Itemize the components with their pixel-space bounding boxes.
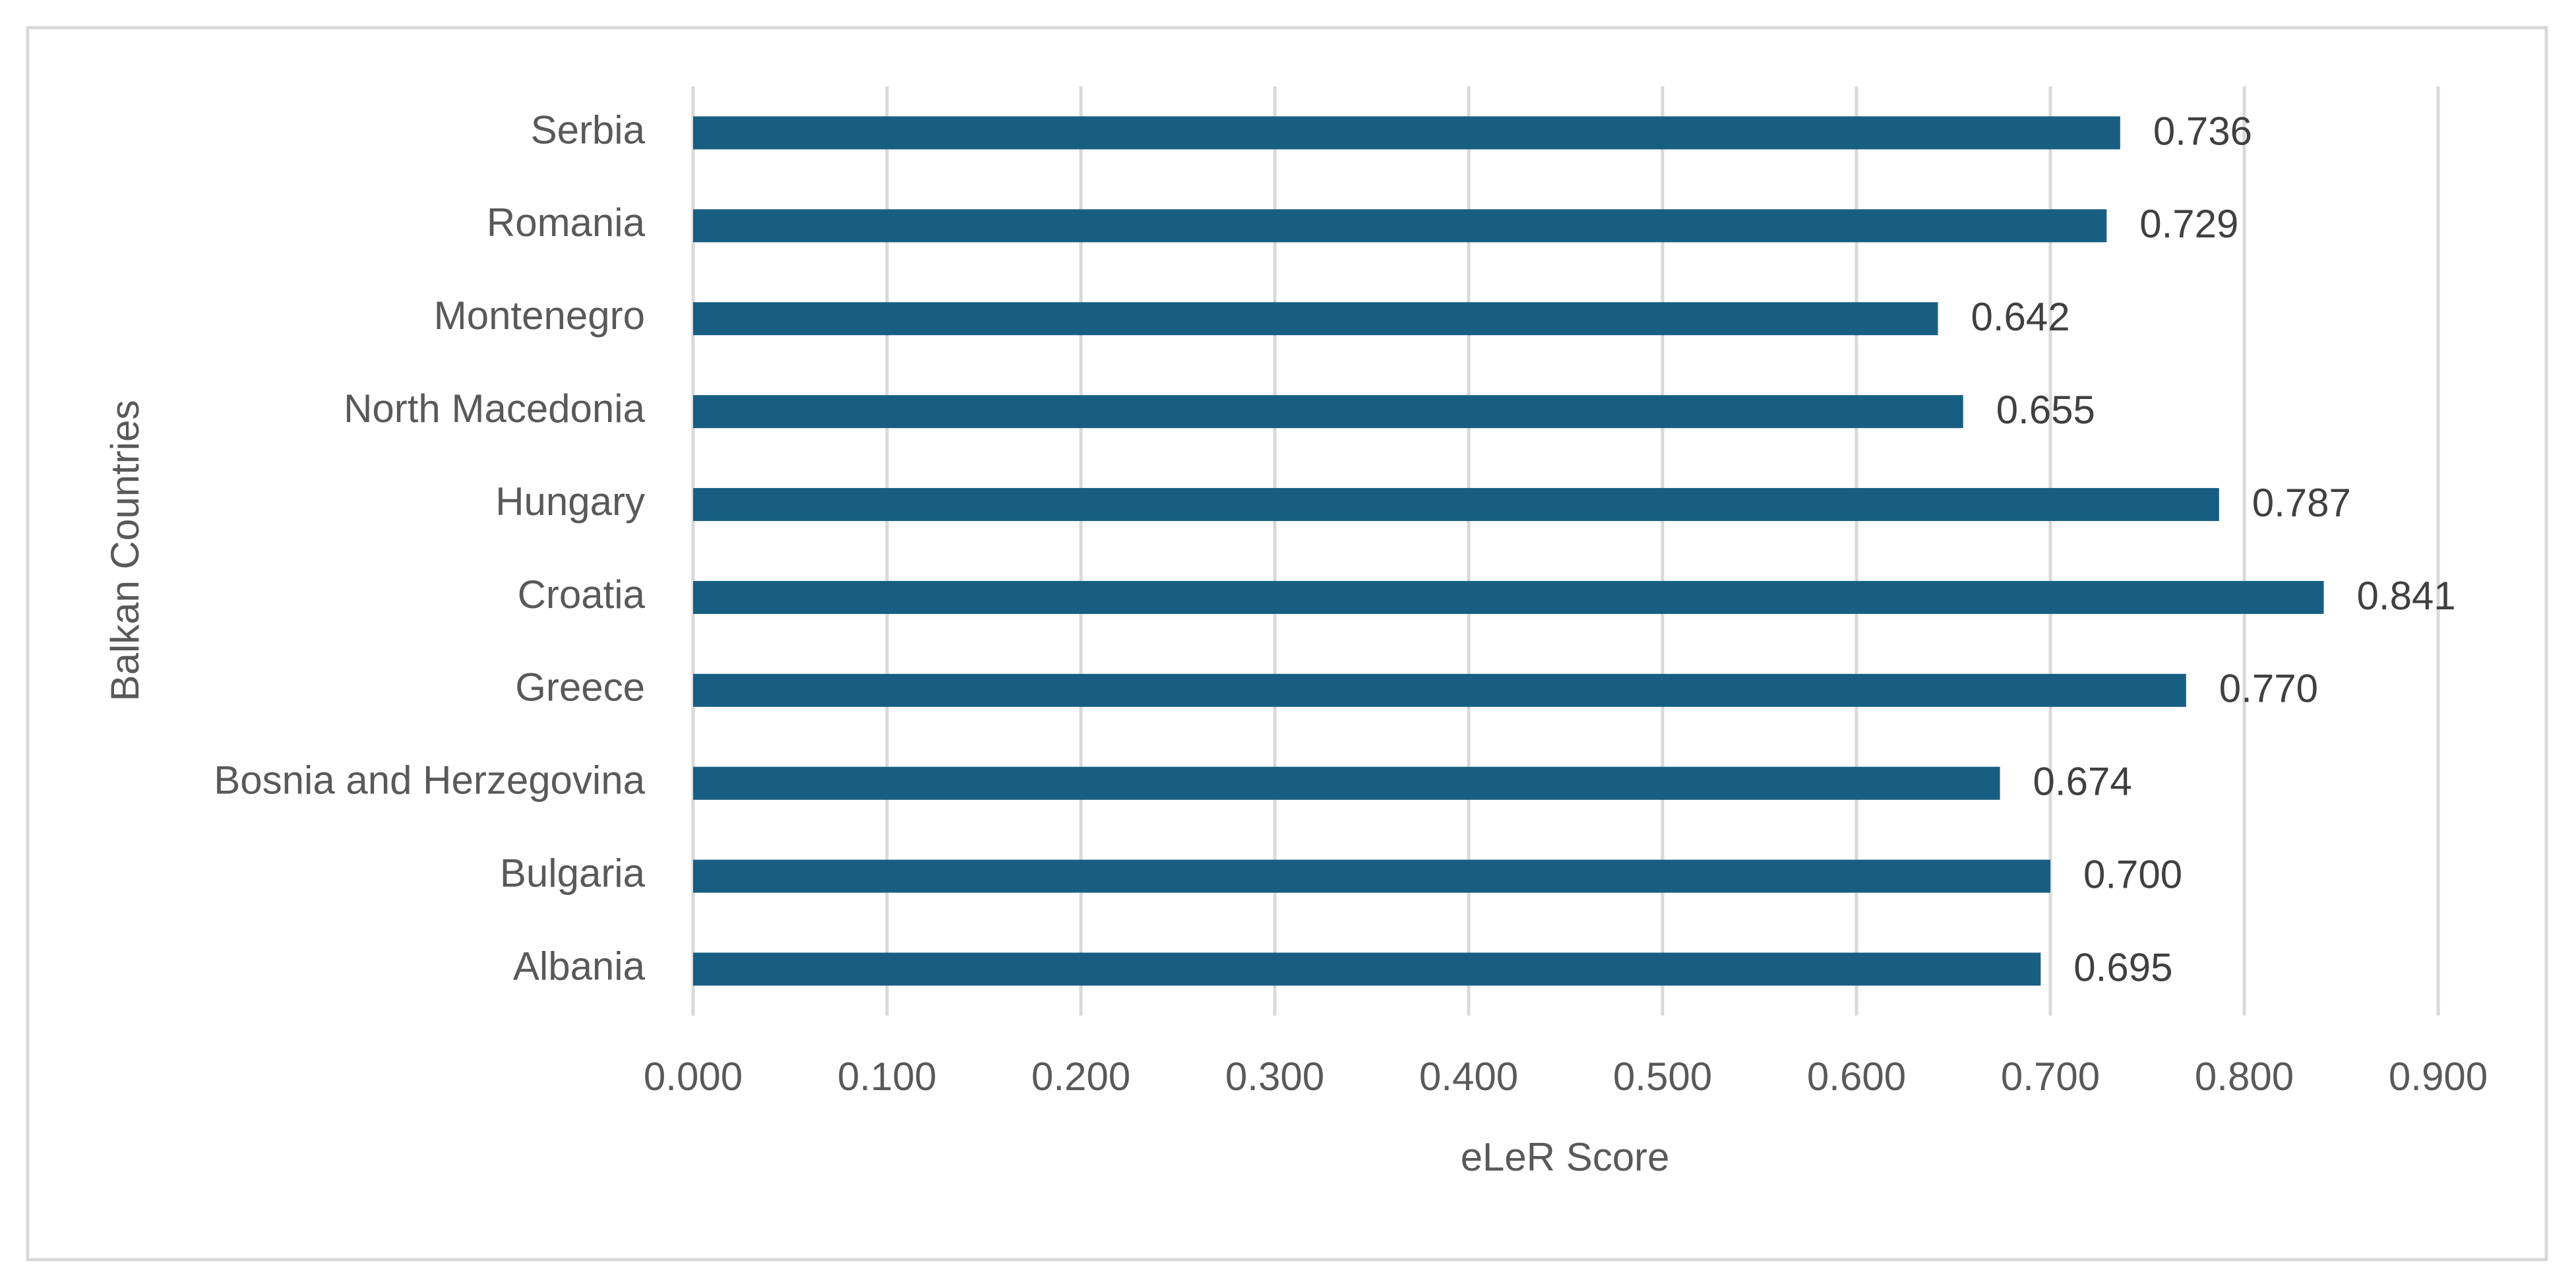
x-axis-title: eLeR Score (1461, 1135, 1670, 1179)
data-label: 0.700 (2083, 852, 2182, 896)
y-tick-label: Croatia (518, 572, 646, 617)
y-tick-label: Bosnia and Herzegovina (214, 758, 645, 803)
data-label: 0.841 (2357, 574, 2456, 618)
y-tick-label: Albania (513, 944, 646, 988)
data-label: 0.674 (2033, 760, 2132, 804)
x-tick-label: 0.200 (1031, 1055, 1130, 1099)
bar (693, 766, 2000, 800)
y-tick-label: North Macedonia (344, 386, 646, 431)
data-label: 0.655 (1996, 388, 2095, 432)
bar (693, 209, 2107, 243)
bar (693, 395, 1963, 429)
data-label: 0.736 (2153, 109, 2252, 153)
x-tick-label: 0.900 (2389, 1055, 2488, 1099)
bar (693, 302, 1938, 336)
bar (693, 116, 2120, 150)
y-tick-label: Romania (487, 200, 646, 245)
x-tick-label: 0.600 (1807, 1055, 1906, 1099)
x-tick-label: 0.300 (1225, 1055, 1324, 1099)
x-tick-label: 0.500 (1613, 1055, 1712, 1099)
y-tick-label: Serbia (531, 107, 646, 152)
data-label: 0.642 (1971, 295, 2070, 339)
bar (693, 673, 2186, 707)
x-tick-label: 0.000 (644, 1055, 743, 1099)
x-tick-label: 0.800 (2195, 1055, 2294, 1099)
y-tick-label: Greece (515, 665, 645, 710)
bar (693, 952, 2041, 986)
data-label: 0.695 (2073, 945, 2172, 989)
x-tick-label: 0.100 (838, 1055, 936, 1099)
data-label: 0.729 (2139, 202, 2238, 246)
y-tick-label: Hungary (495, 479, 645, 524)
data-label: 0.770 (2219, 667, 2318, 711)
bar (693, 488, 2219, 522)
x-tick-label: 0.700 (2001, 1055, 2100, 1099)
data-label: 0.787 (2252, 481, 2351, 525)
y-axis-title: Balkan Countries (103, 400, 147, 702)
x-tick-label: 0.400 (1419, 1055, 1518, 1099)
bar (693, 580, 2324, 614)
y-tick-label: Montenegro (434, 293, 645, 338)
bar (693, 859, 2050, 893)
y-tick-label: Bulgaria (500, 851, 646, 895)
